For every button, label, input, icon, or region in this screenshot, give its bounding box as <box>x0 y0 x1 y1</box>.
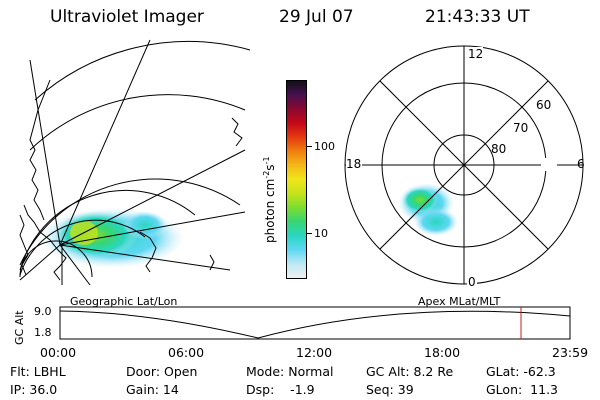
x-tick-1200: 12:00 <box>296 345 333 360</box>
dsp-status: Dsp: -1.9 <box>246 382 315 397</box>
polar-label-70: 70 <box>513 121 529 135</box>
glon-status: GLon: 11.3 <box>486 382 558 397</box>
polar-plot <box>344 45 584 288</box>
image-time: 21:43:33 UT <box>425 7 530 27</box>
coordinate-system-label: Apex MLat/MLT <box>418 295 501 308</box>
map-coastlines <box>19 79 243 281</box>
polar-label-80: 80 <box>491 142 507 156</box>
polar-label-12: 12 <box>468 47 484 61</box>
door-status: Door: Open <box>126 364 198 379</box>
colorbar-label-100: 100 <box>314 140 335 153</box>
polar-label-0: 0 <box>468 275 476 289</box>
polar-label-6: 6 <box>577 157 585 171</box>
instrument-title: Ultraviolet Imager <box>50 7 204 27</box>
map-longitude-grid <box>19 39 246 286</box>
gc-altitude-status: GC Alt: 8.2 Re <box>366 364 454 379</box>
altitude-y-top: 9.0 <box>34 305 52 318</box>
geographic-map <box>19 39 584 288</box>
map-projection-label: Geographic Lat/Lon <box>70 295 178 308</box>
glat-status: GLat: -62.3 <box>486 364 556 379</box>
x-tick-2359: 23:59 <box>552 345 589 360</box>
polar-label-18: 18 <box>346 157 362 171</box>
x-tick-0600: 06:00 <box>168 345 205 360</box>
map-latitude-grid <box>19 41 251 278</box>
altitude-curve <box>59 310 571 339</box>
x-tick-0000: 00:00 <box>40 345 77 360</box>
colorbar-label-10: 10 <box>314 227 328 240</box>
x-tick-1800: 18:00 <box>424 345 461 360</box>
altitude-plot-frame <box>59 306 571 340</box>
colorbar-unit-label: photon cm-2s-1 <box>262 156 277 243</box>
colorbar-tick-10 <box>307 233 312 234</box>
colorbar <box>286 80 307 279</box>
colorbar-tick-100 <box>307 146 312 147</box>
mode-status: Mode: Normal <box>246 364 334 379</box>
gain-status: Gain: 14 <box>126 382 179 397</box>
sequence-status: Seq: 39 <box>366 382 414 397</box>
altitude-plot <box>59 306 571 340</box>
polar-label-60: 60 <box>536 98 552 112</box>
image-date: 29 Jul 07 <box>279 7 354 27</box>
ip-status: IP: 36.0 <box>10 382 58 397</box>
altitude-y-bottom: 1.8 <box>34 326 52 339</box>
filter-status: Flt: LBHL <box>10 364 66 379</box>
